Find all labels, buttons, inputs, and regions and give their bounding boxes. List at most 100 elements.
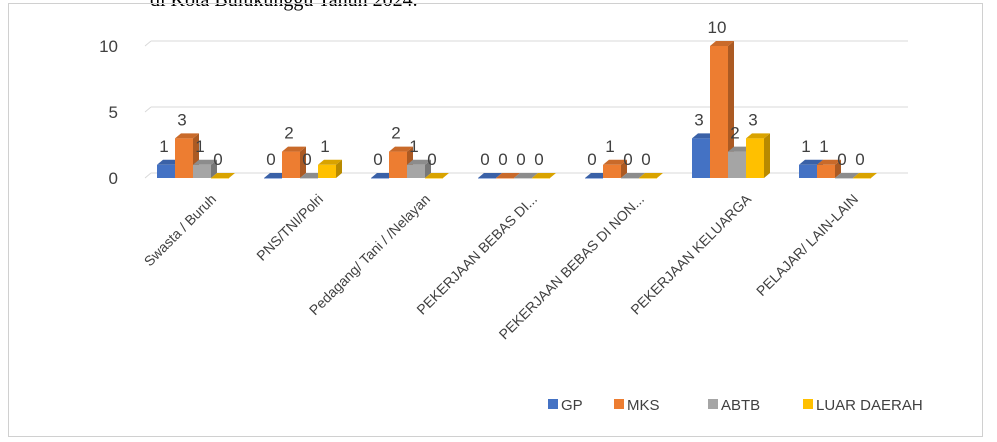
legend-item: GP [548,397,583,414]
gridline-diag [144,106,152,113]
data-label: 0 [213,150,222,169]
bar-top [425,173,449,178]
bar-side [764,133,770,178]
bar-front [157,164,175,178]
bar [710,41,734,178]
bar-top [603,159,627,165]
category-label: PEKERJAAN BEBAS DI... [413,191,540,318]
bar [211,173,235,179]
bar-top [710,41,734,46]
bar-front [264,178,282,179]
y-axis-ticks: 0 5 10 [99,37,118,188]
bar-top [532,173,556,178]
gridline-diag [144,172,152,179]
bar-front [817,164,835,178]
bar-side [211,159,217,178]
bar-front [710,46,728,178]
gridlines [144,40,908,179]
legend-swatch [803,399,813,409]
bar-front [692,138,710,178]
data-label: 0 [266,150,275,169]
data-label: 0 [498,150,507,169]
y-tick-label: 0 [109,169,118,188]
legend-item: ABTB [708,397,760,414]
category-label: Swasta / Buruh [141,191,219,269]
legend-swatch [614,399,624,409]
bar-top [853,173,877,178]
bar-top [496,173,520,178]
bar-front [425,178,443,179]
bar-front [799,164,817,178]
data-label: 3 [694,110,703,129]
bar-front [835,178,853,179]
bar [639,173,663,179]
bar-front [728,151,746,178]
legend-item: MKS [614,397,660,414]
data-label: 0 [855,150,864,169]
bar-front [496,178,514,179]
bar-front [478,178,496,179]
bar-top [175,133,199,139]
bar [853,173,877,179]
bar [318,159,342,178]
bar-top [817,159,841,165]
category-label: PNS/TNI/Polri [253,191,326,264]
bar [478,173,502,179]
bar-top [835,173,859,178]
bar [835,173,859,179]
data-label: 10 [708,18,727,37]
data-label: 1 [159,137,168,156]
chart-area [8,3,983,437]
page-title: di Kota Bulukunggu Tahun 2024. [150,0,418,11]
data-label: 0 [480,150,489,169]
data-label: 3 [748,110,757,129]
bar-side [300,146,306,178]
bar [193,159,217,178]
data-label: 1 [801,137,810,156]
data-label: 3 [177,110,186,129]
bar-front [193,164,211,178]
bar-front [211,178,229,179]
bar-top [211,173,235,178]
data-label: 1 [195,137,204,156]
data-label: 0 [641,150,650,169]
category-label: PEKERJAAN KELUARGA [627,190,754,317]
data-label: 0 [587,150,596,169]
bar [514,173,538,179]
bar-top [621,173,645,178]
bar-front [300,178,318,179]
bar [817,159,841,178]
bar-side [336,159,342,178]
bar-side [621,159,627,178]
bar-front [585,178,603,179]
data-label: 2 [284,124,293,143]
bar-top [389,146,413,152]
bar-top [639,173,663,178]
bar-front [621,178,639,179]
bar [282,146,306,178]
bar-front [389,151,407,178]
data-label: 2 [391,124,400,143]
data-label: 1 [819,137,828,156]
bar [425,173,449,179]
bar [746,133,770,178]
bar-front [532,178,550,179]
data-label: 1 [605,137,614,156]
legend-label: GP [561,397,583,414]
gridline-diag [144,40,152,47]
legend-swatch [708,399,718,409]
bar-front [853,178,871,179]
bar-side [835,159,841,178]
bar-top [282,146,306,152]
bar-top [318,159,342,165]
bar-top [746,133,770,139]
bar-front [603,164,621,178]
bars [157,41,877,179]
bar-front [746,138,764,178]
data-label: 0 [534,150,543,169]
bar-side [425,159,431,178]
bar-front [639,178,657,179]
